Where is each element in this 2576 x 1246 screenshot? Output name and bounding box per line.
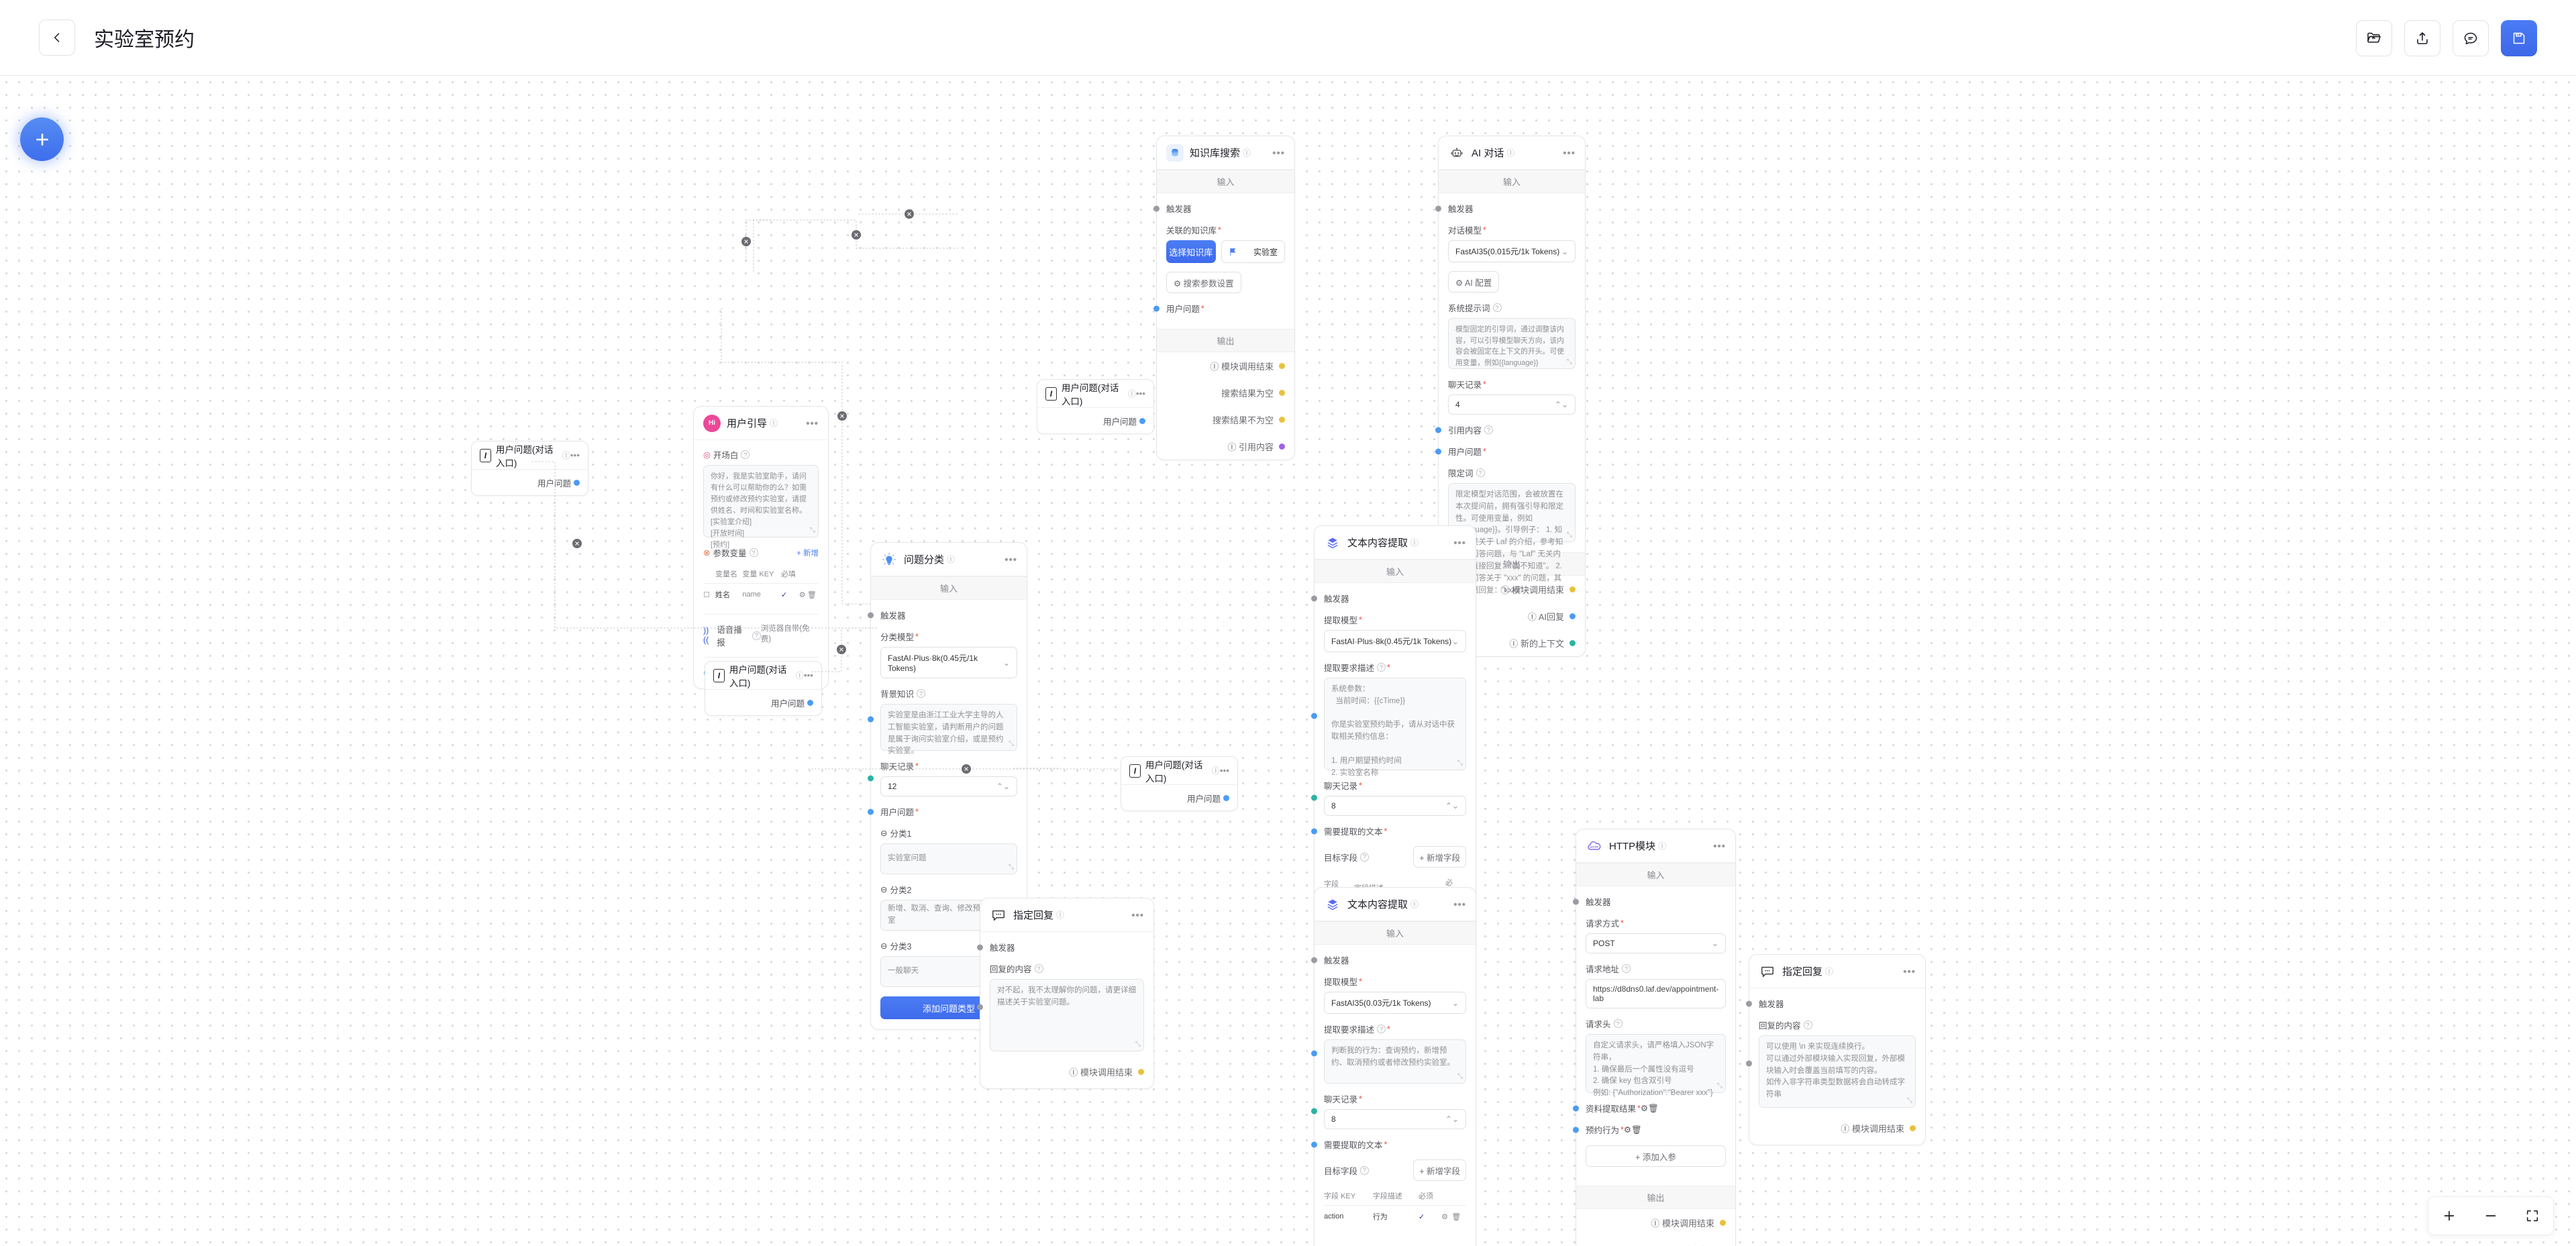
svg-text:HTTP: HTTP [1590, 845, 1598, 849]
